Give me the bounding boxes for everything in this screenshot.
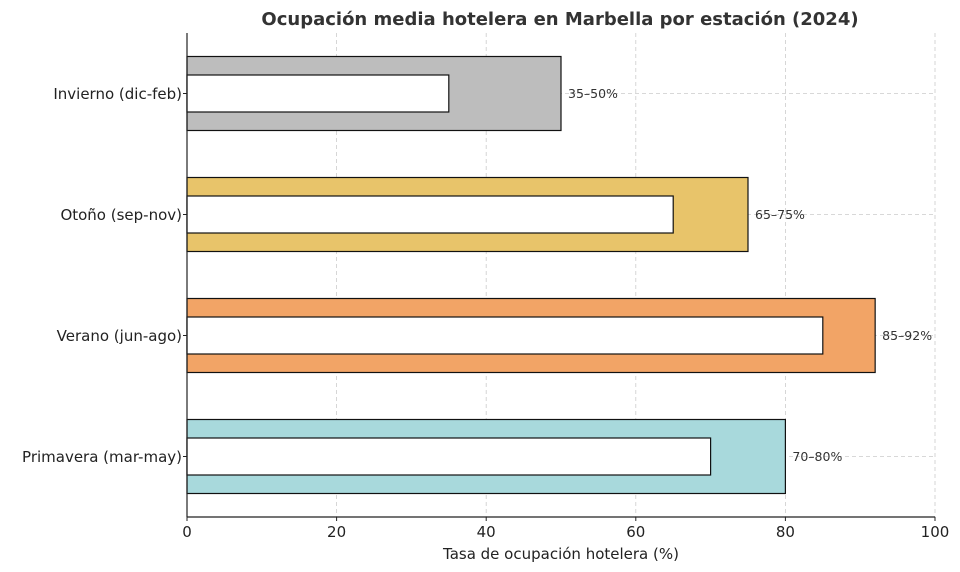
axis-layer: Invierno (dic-feb) Otoño (sep-nov) Verano … bbox=[22, 33, 949, 541]
range-label: 85–92% bbox=[882, 328, 932, 343]
chart-title: Ocupación media hotelera en Marbella por… bbox=[261, 9, 858, 30]
bar-range-min bbox=[186, 316, 824, 355]
x-tick-label: 80 bbox=[776, 523, 795, 541]
bar-range-min bbox=[186, 437, 712, 476]
x-tick-label: 40 bbox=[477, 523, 496, 541]
range-label: 65–75% bbox=[755, 207, 805, 222]
x-axis-title: Tasa de ocupación hotelera (%) bbox=[442, 545, 679, 563]
category-label: Verano (jun-ago) bbox=[57, 327, 182, 345]
category-label: Invierno (dic-feb) bbox=[53, 85, 182, 103]
bars-layer: 35–50% 65–75% 85–92% 70–80% bbox=[186, 55, 932, 495]
x-tick-label: 20 bbox=[327, 523, 346, 541]
x-tick-label: 60 bbox=[626, 523, 645, 541]
range-label: 70–80% bbox=[792, 449, 842, 464]
bar-range-min bbox=[186, 195, 674, 234]
range-label: 35–50% bbox=[568, 86, 618, 101]
category-label: Otoño (sep-nov) bbox=[60, 206, 182, 224]
x-tick-label: 0 bbox=[182, 523, 192, 541]
x-tick-label: 100 bbox=[921, 523, 950, 541]
bar-range-min bbox=[186, 74, 450, 113]
category-label: Primavera (mar-may) bbox=[22, 448, 182, 466]
